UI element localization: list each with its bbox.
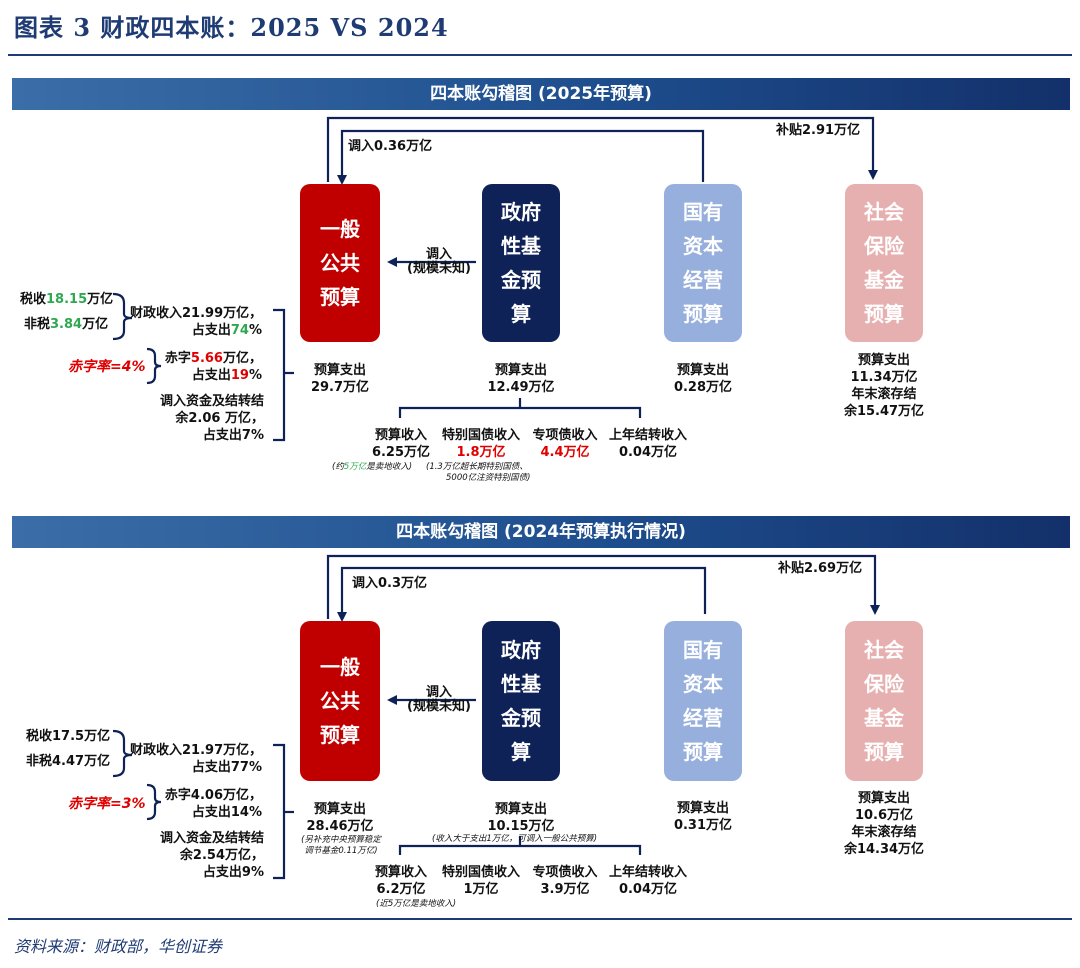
title-rule	[8, 54, 1072, 56]
social-expenditure-2024: 预算支出 10.6万亿 年末滚存结 余14.34万亿	[843, 791, 925, 857]
social-budget-box-2024: 社会 保险 基金 预算	[845, 621, 923, 781]
revenue-label-2024: 财政收入21.97万亿， 占支出77%	[130, 743, 263, 775]
transfer-mid-2025: 调入 (规模未知)	[407, 247, 471, 276]
source-rule	[8, 918, 1072, 920]
nontax-label-2024: 非税4.47万亿	[26, 754, 111, 769]
figure-title: 图表 3 财政四本账：2025 VS 2024	[14, 13, 449, 42]
social-expenditure-2025: 预算支出 11.34万亿 年末滚存结 余15.47万亿	[843, 353, 925, 419]
fund-budget-revenue-2025: 预算收入 6.25万亿	[371, 428, 431, 460]
subsidy-label-2025: 补贴2.91万亿	[776, 123, 861, 138]
banner-2024: 四本账勾稽图 (2024年预算执行情况)	[12, 516, 1070, 548]
special-bond-revenue-2024: 特别国债收入 1万亿	[441, 865, 520, 897]
deficit-rate-2025: 赤字率=4%	[68, 359, 146, 375]
bond-note-2025: (1.3万亿超长期特别国债、 5000亿注资特别国债)	[426, 462, 531, 483]
transfer-top-label-2025: 调入0.36万亿	[348, 139, 433, 154]
social-budget-box-2025: 社会 保险 基金 预算	[845, 184, 923, 342]
soe-expenditure-2024: 预算支出 0.31万亿	[673, 801, 733, 833]
fund-expenditure-2025: 预算支出 12.49万亿	[487, 363, 555, 395]
transfer-top-label-2024: 调入0.3万亿	[352, 576, 428, 591]
general-note-2024: (另补充中央预算稳定 调节基金0.11万亿)	[301, 835, 381, 856]
tax-label-2024: 税收17.5万亿	[26, 729, 111, 744]
general-budget-box-2024: 一般 公共 预算	[300, 621, 380, 781]
fund-note-2024: (收入大于支出1万亿，可调入一般公共预算)	[432, 834, 598, 844]
banner-2025: 四本账勾稽图 (2025年预算)	[12, 78, 1070, 110]
general-expenditure-2025: 预算支出 29.7万亿	[310, 363, 370, 395]
carry-label-2024: 调入资金及结转结 余2.54万亿， 占支出9%	[159, 831, 264, 880]
fund-budget-revenue-2024: 预算收入 6.2万亿	[374, 865, 427, 897]
local-bond-revenue-2025: 专项债收入 4.4万亿	[532, 428, 598, 460]
subsidy-label-2024: 补贴2.69万亿	[778, 561, 863, 576]
transfer-mid-2024: 调入 (规模未知)	[407, 685, 471, 714]
local-bond-revenue-2024: 专项债收入 3.9万亿	[532, 865, 598, 897]
deficit-rate-2024: 赤字率=3%	[68, 796, 146, 812]
soe-budget-box-2024: 国有 资本 经营 预算	[664, 621, 742, 781]
land-note-2024: (近5万亿是卖地收入)	[376, 899, 457, 909]
fund-budget-box-2025: 政府 性基 金预 算	[482, 184, 560, 342]
carryover-revenue-2025: 上年结转收入 0.04万亿	[608, 428, 687, 460]
fund-budget-box-2024: 政府 性基 金预 算	[482, 621, 560, 781]
revenue-label-2025: 财政收入21.99万亿， 占支出74%	[130, 306, 263, 338]
general-budget-box-2025: 一般 公共 预算	[300, 184, 380, 342]
fund-expenditure-2024: 预算支出 10.15万亿	[487, 802, 555, 834]
tax-label-2025: 税收18.15万亿	[20, 292, 114, 307]
soe-budget-box-2025: 国有 资本 经营 预算	[664, 184, 742, 342]
land-note-2025: (约5万亿是卖地收入)	[332, 462, 413, 472]
carry-label-2025: 调入资金及结转结 余2.06 万亿， 占支出7%	[159, 394, 264, 443]
deficit-label-2024: 赤字4.06万亿， 占支出14%	[164, 788, 262, 820]
source-note: 资料来源：财政部，华创证券	[14, 937, 223, 956]
carryover-revenue-2024: 上年结转收入 0.04万亿	[608, 865, 687, 897]
deficit-label-2025: 赤字5.66万亿， 占支出19%	[164, 351, 262, 383]
soe-expenditure-2025: 预算支出 0.28万亿	[673, 363, 733, 395]
special-bond-revenue-2025: 特别国债收入 1.8万亿	[441, 428, 520, 460]
general-expenditure-2024: 预算支出 28.46万亿	[306, 802, 374, 834]
nontax-label-2025: 非税3.84万亿	[24, 317, 109, 332]
